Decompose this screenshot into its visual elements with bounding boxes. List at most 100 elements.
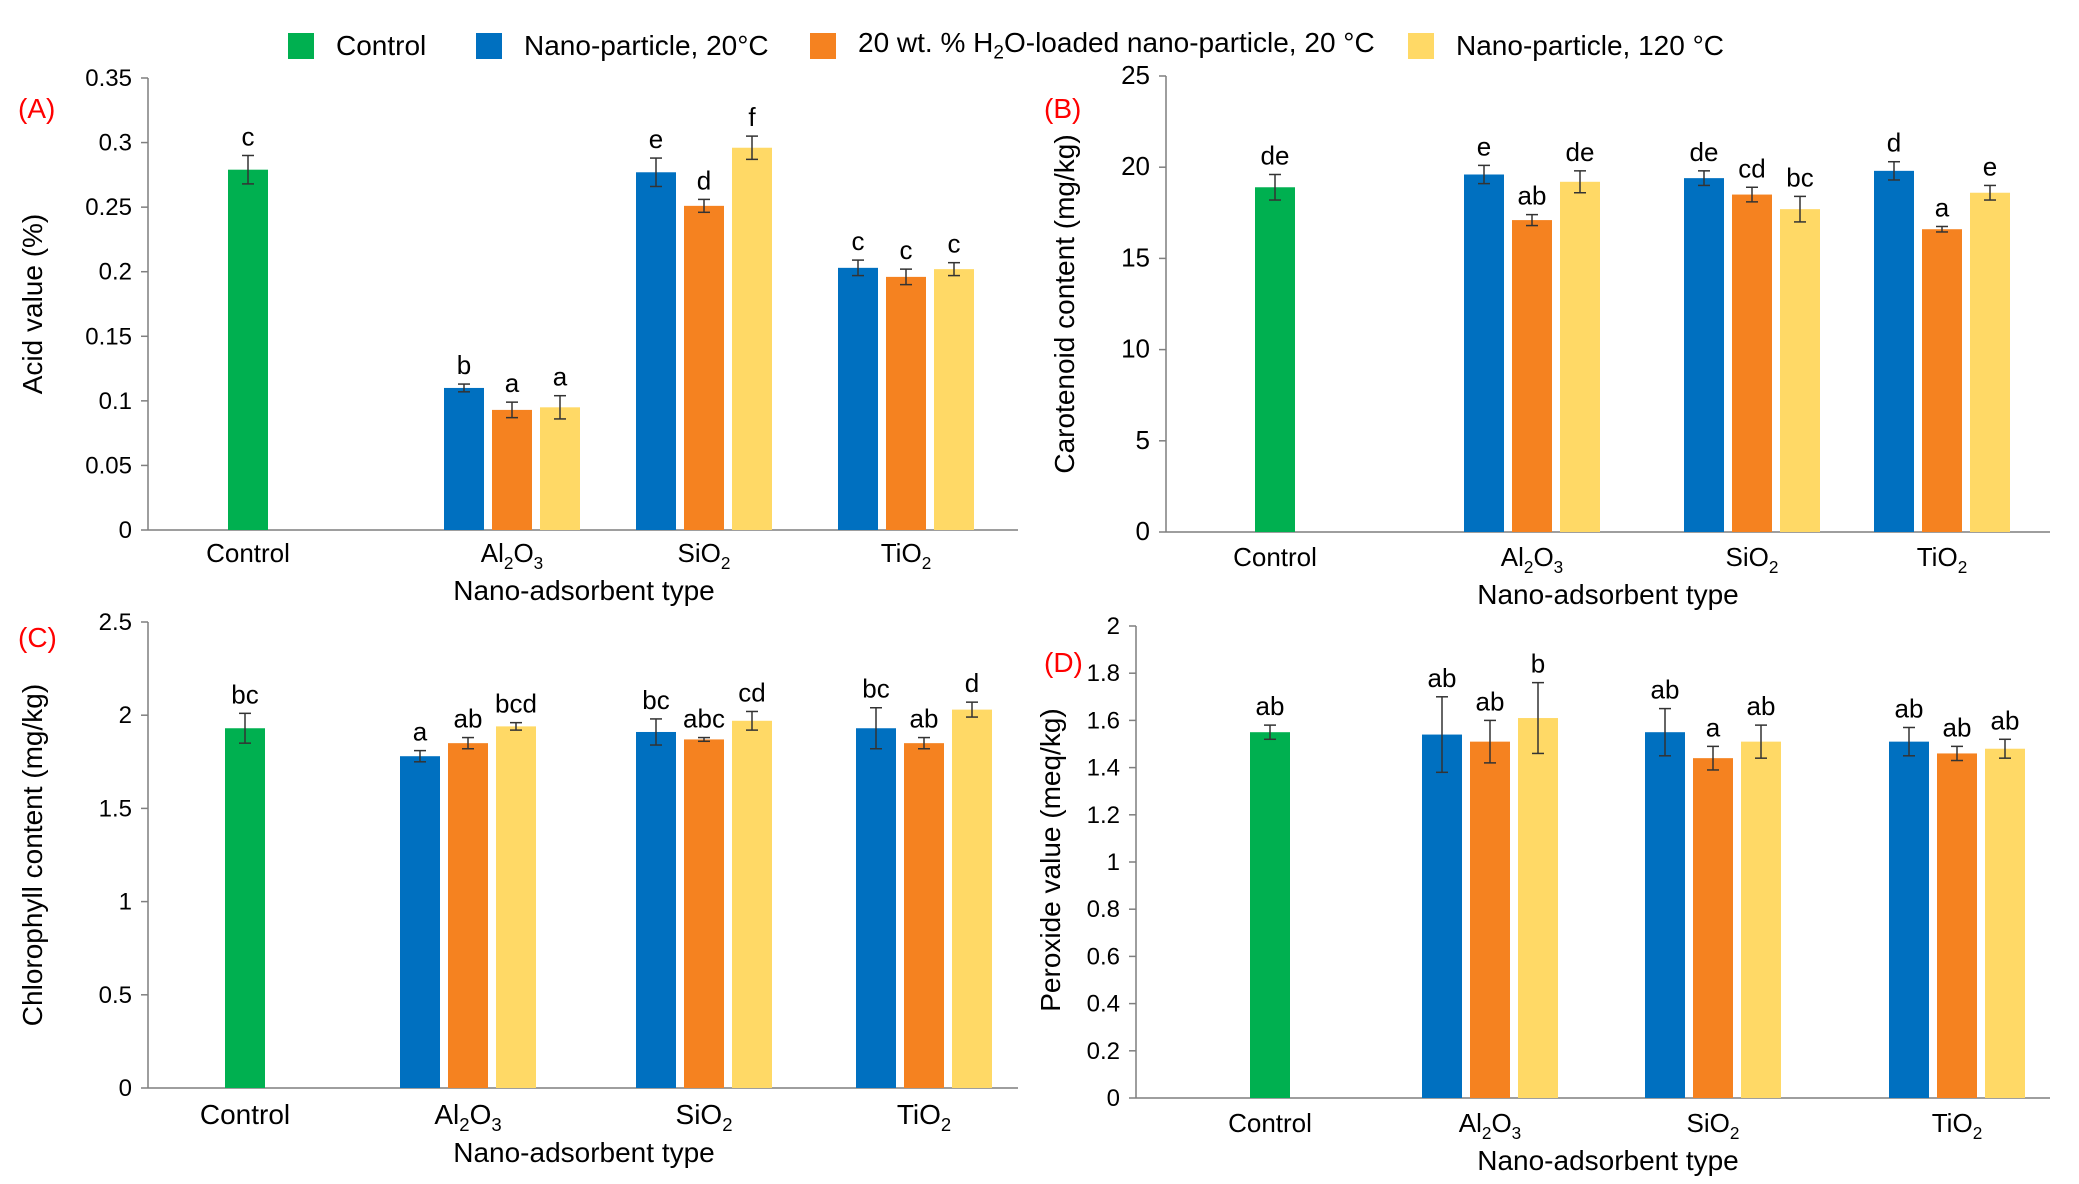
panel-d-y-tick-label: 0	[1107, 1085, 1120, 1112]
category-text: O	[1533, 542, 1553, 572]
panel-d-x-label: Nano-adsorbent type	[1477, 1145, 1739, 1176]
panel-a-significance-letter: c	[900, 235, 913, 265]
panel-b-significance-letter: e	[1983, 151, 1997, 181]
category-text: Al	[1459, 1108, 1482, 1138]
panel-d-significance-letter: a	[1706, 712, 1721, 742]
panel-c-bar-h2o20	[684, 739, 724, 1088]
panel-d-y-tick-label: 1.8	[1087, 660, 1120, 687]
panel-d-bar-h2o20	[1470, 741, 1510, 1098]
legend-swatch-control	[288, 33, 314, 59]
panel-a-y-tick-label: 0.25	[85, 194, 132, 221]
panel-c-bar-np20	[636, 731, 676, 1088]
panel-d-category-label: Al2O3	[1459, 1108, 1521, 1143]
category-text: SiO	[676, 1099, 723, 1130]
panel-c-y-tick-label: 0	[119, 1075, 132, 1102]
panel-d-significance-letter: ab	[1747, 691, 1776, 721]
panel-a-y-tick-label: 0.35	[85, 65, 132, 92]
panel-b-significance-letter: e	[1477, 131, 1491, 161]
panel-c-significance-letter: ab	[910, 704, 939, 734]
panel-a-category-label: Control	[206, 538, 290, 568]
panel-d-y-tick-label: 1.6	[1087, 707, 1120, 734]
category-subscript: 2	[504, 553, 514, 573]
panel-d-significance-letter: ab	[1428, 663, 1457, 693]
category-subscript: 2	[1524, 557, 1534, 577]
category-subscript: 2	[1482, 1123, 1492, 1143]
panel-a-significance-letter: d	[697, 165, 711, 195]
panel-a-bar-np120	[732, 147, 772, 531]
panel-b-category-label: SiO2	[1726, 542, 1779, 577]
panel-a-significance-letter: e	[649, 124, 663, 154]
category-text: Control	[206, 538, 290, 568]
panel-d-y-tick-label: 1.4	[1087, 755, 1120, 782]
legend-label-h2o20-sub: 2	[993, 42, 1004, 64]
panel-c-y-tick-label: 2.5	[99, 609, 132, 636]
panel-a-significance-letter: a	[505, 368, 520, 398]
panel-c-category-label: Control	[200, 1099, 290, 1130]
legend-item-np20: Nano-particle, 20°C	[476, 26, 769, 66]
panel-d-significance-letter: b	[1531, 649, 1545, 679]
panel-a-y-label: Acid value (%)	[17, 214, 48, 395]
category-subscript: 2	[941, 1114, 951, 1135]
category-text: TiO	[1932, 1108, 1973, 1138]
panel-d-bar-np20	[1645, 732, 1685, 1098]
panel-d-y-tick-label: 0.4	[1087, 991, 1120, 1018]
panel-d-bar-h2o20	[1937, 753, 1977, 1098]
panel-d-significance-letter: ab	[1256, 691, 1285, 721]
category-text: O	[513, 538, 533, 568]
panel-d-significance-letter: ab	[1991, 705, 2020, 735]
panel-d-category-label: Control	[1228, 1108, 1312, 1138]
panel-d-category-label: TiO2	[1932, 1108, 1982, 1143]
panel-d-bar-np20	[1889, 741, 1929, 1098]
panel-a-x-label: Nano-adsorbent type	[453, 575, 715, 606]
legend-label-np120: Nano-particle, 120 °C	[1456, 30, 1724, 61]
panel-d-significance-letter: ab	[1895, 693, 1924, 723]
panel-c-significance-letter: a	[413, 717, 428, 747]
panel-c-significance-letter: abc	[683, 704, 725, 734]
category-subscript: 2	[1769, 557, 1779, 577]
panel-c-significance-letter: d	[965, 668, 979, 698]
legend-item-h2o20: 20 wt. % H2O-loaded nano-particle, 20 °C	[810, 26, 1375, 66]
category-subscript: 2	[922, 553, 932, 573]
panel-b-significance-letter: de	[1261, 140, 1290, 170]
panel-a-y-tick-label: 0.2	[99, 259, 132, 286]
panel-a-bar-np20	[636, 172, 676, 530]
legend-label-h2o20-post: O-loaded nano-particle, 20 °C	[1003, 27, 1375, 59]
panel-d-bar-np120	[1985, 748, 2025, 1098]
category-text: SiO	[1726, 542, 1769, 572]
panel-b-significance-letter: de	[1566, 137, 1595, 167]
panel-b-y-tick-label: 10	[1121, 334, 1150, 364]
panel-d-y-tick-label: 2	[1107, 613, 1120, 640]
panel-c-category-label: SiO2	[676, 1099, 733, 1135]
panel-c-significance-letter: bc	[862, 674, 889, 704]
panel-b-y-tick-label: 15	[1121, 242, 1150, 272]
panel-c-category-label: TiO2	[897, 1099, 951, 1135]
panel-b-significance-letter: a	[1935, 192, 1950, 222]
panel-a-bar-np120	[540, 407, 580, 530]
panel-a-category-label: TiO2	[881, 538, 931, 573]
panel-b-bar-h2o20	[1732, 194, 1772, 532]
panel-a-significance-letter: b	[457, 350, 471, 380]
category-subscript: 2	[459, 1114, 469, 1135]
category-text: Control	[200, 1099, 290, 1130]
panel-d-significance-letter: ab	[1943, 712, 1972, 742]
panel-a-bar-h2o20	[492, 409, 532, 530]
panel-c-bar-np120	[732, 720, 772, 1088]
panel-a-bar-control	[228, 169, 268, 531]
panel-b-bar-np20	[1464, 174, 1504, 532]
legend-label-np20: Nano-particle, 20°C	[524, 30, 769, 61]
panel-b-y-tick-label: 5	[1136, 425, 1150, 455]
panel-a-bar-np120	[934, 269, 974, 530]
legend-item-np120: Nano-particle, 120 °C	[1408, 26, 1724, 66]
panel-d-bar-np120	[1741, 741, 1781, 1098]
legend-label-h2o20-pre: 20 wt. % H	[858, 27, 994, 59]
legend-swatch-np20	[476, 33, 502, 59]
legend-item-control: Control	[288, 26, 426, 66]
panel-d-category-label: SiO2	[1687, 1108, 1740, 1143]
panel-d-bar-np120	[1518, 718, 1558, 1098]
panel-b-significance-letter: ab	[1518, 181, 1547, 211]
panel-d-significance-letter: ab	[1651, 675, 1680, 705]
panel-a-bar-h2o20	[886, 276, 926, 530]
panel-d-y-tick-label: 0.2	[1087, 1038, 1120, 1065]
panel-d: (D) 0 0.2 0.4 0.6 0.8 1 1.2 1.4 1.6 1.8 2 Peroxide v…	[1035, 613, 2050, 1176]
panel-b-x-label: Nano-adsorbent type	[1477, 579, 1739, 610]
